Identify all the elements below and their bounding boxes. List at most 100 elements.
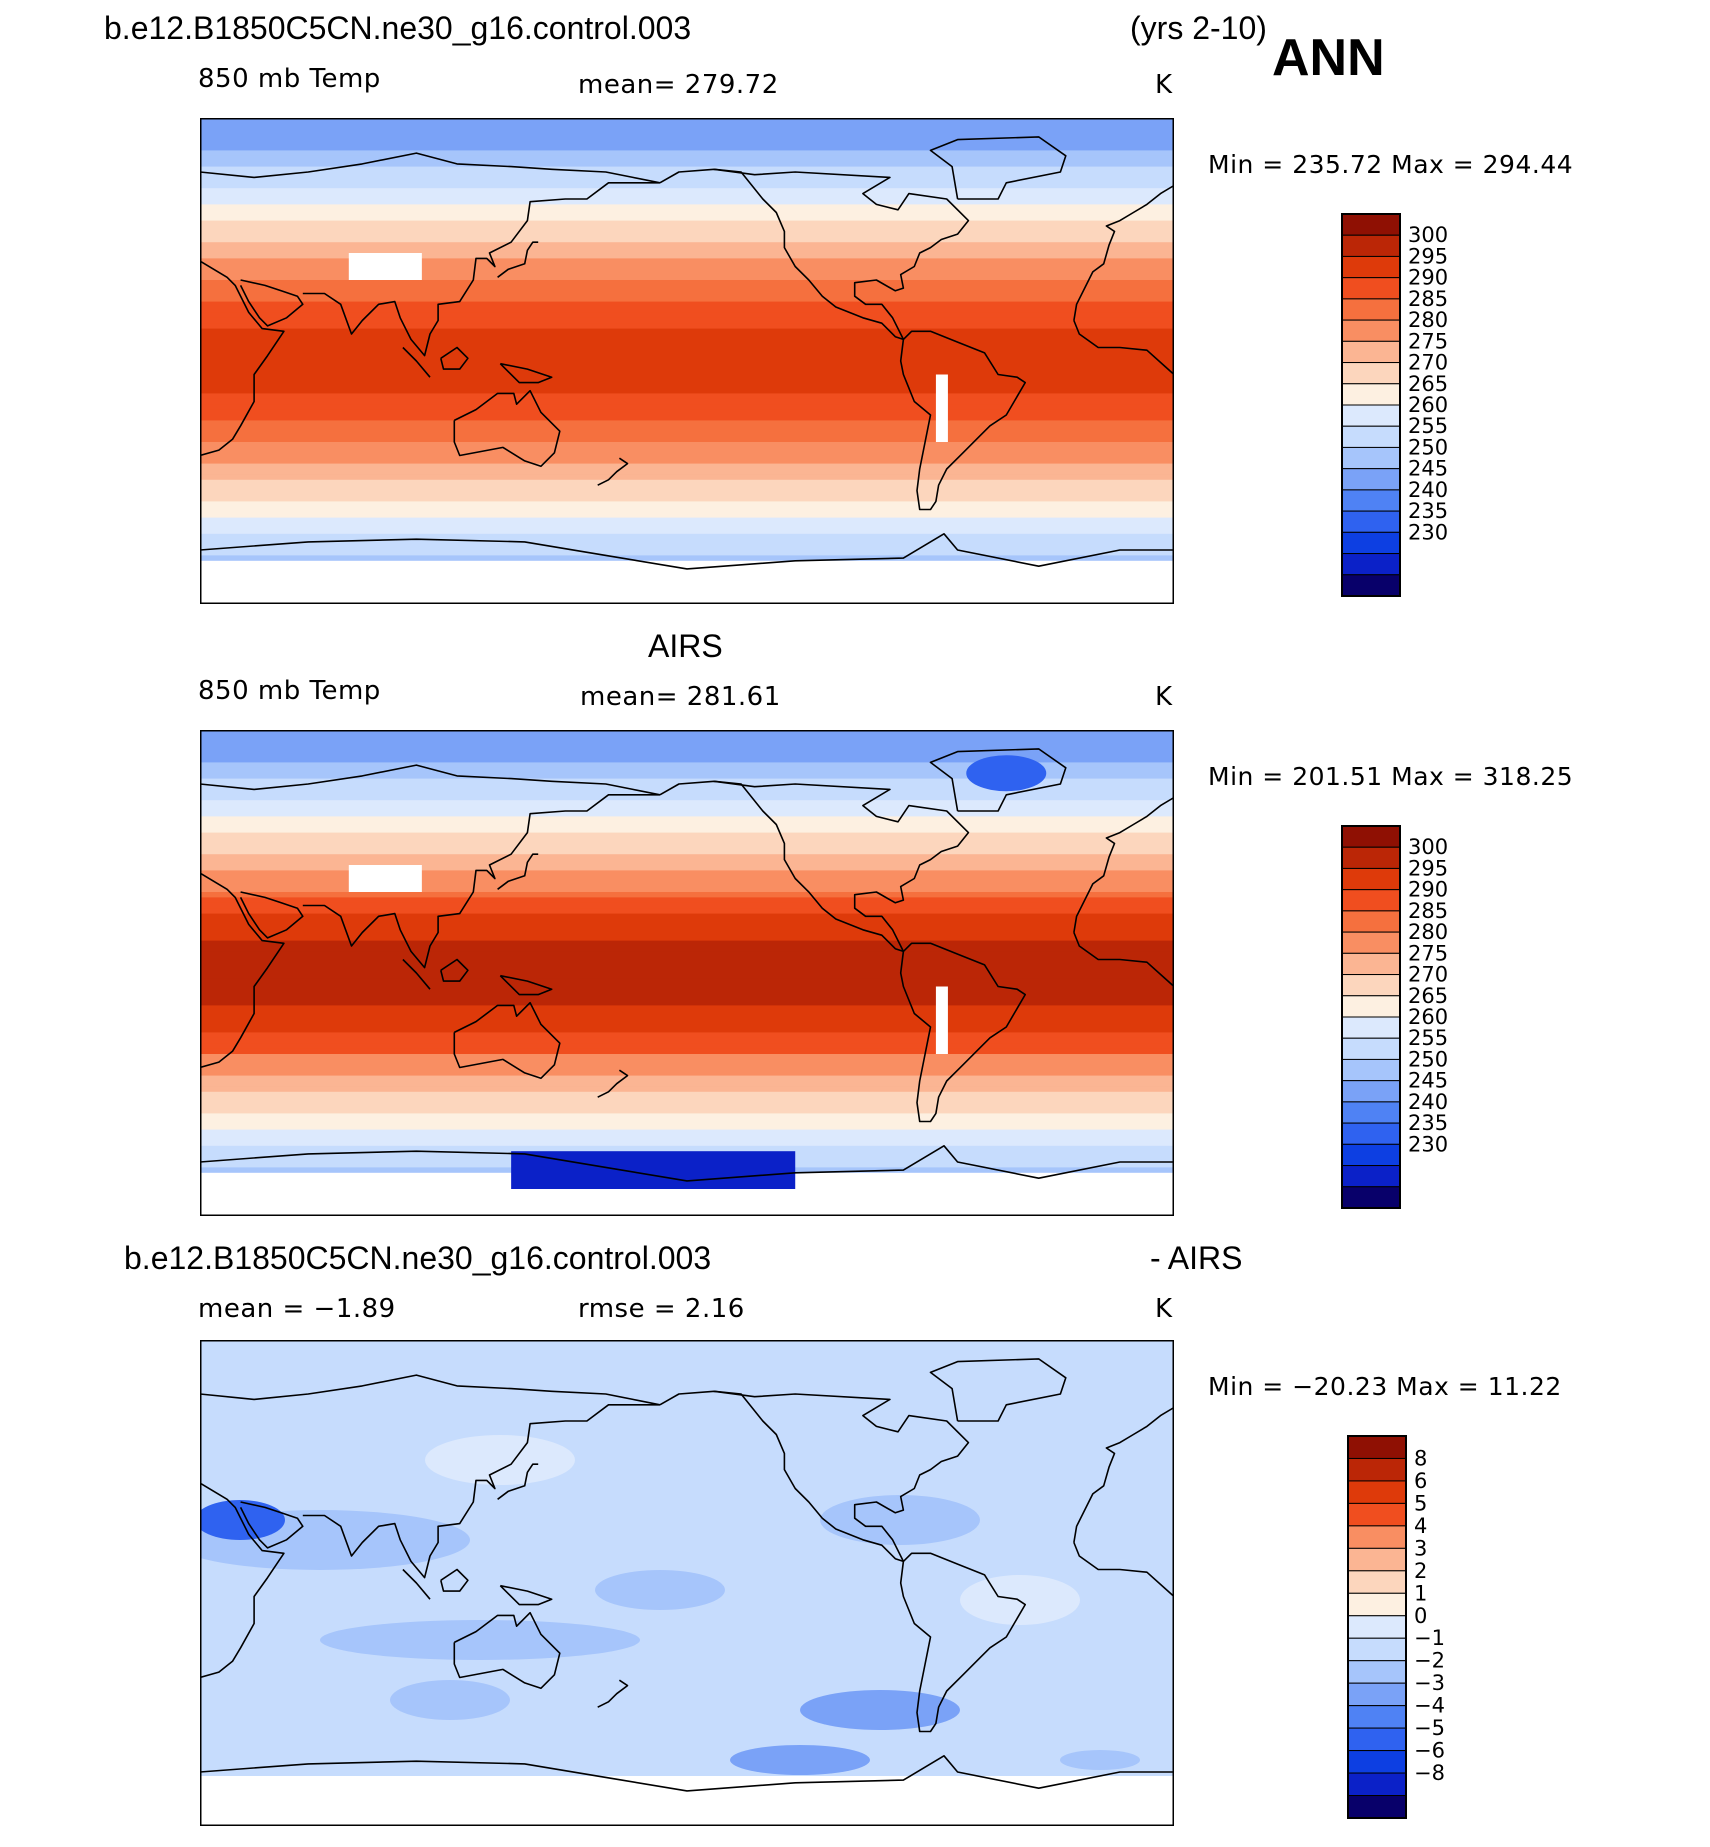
field-band [200,134,1174,141]
colorbar-box [1347,1547,1407,1572]
colorbar-box [1347,1615,1407,1639]
panel1-variable: 850 mb Temp [198,64,381,94]
field-band [200,962,1174,969]
colorbar-tick-label: 230 [1408,520,1448,544]
field-band [200,1140,1174,1147]
field-patch [425,1435,575,1485]
colorbar-tick-label: 290 [1408,878,1448,902]
field-band [200,366,1174,373]
coastline [1073,184,1174,321]
no-data-terrain [348,865,422,892]
field-band [200,236,1174,243]
colorbar-box [1341,234,1401,257]
colorbar-tick-label: 280 [1408,308,1448,332]
field-band [200,735,1174,742]
field-band [200,193,1174,200]
field-band [200,290,1174,297]
field-patch [960,1575,1080,1625]
colorbar-box [1347,1682,1407,1707]
colorbar-tick-label: 265 [1408,372,1448,396]
field-band [200,398,1174,405]
field-band [200,339,1174,346]
coastline [1073,1406,1174,1543]
coastline [200,1482,285,1679]
panel1-minmax: Min = 235.72 Max = 294.44 [1208,150,1574,179]
coastline [899,1552,1026,1733]
field-band [200,805,1174,812]
colorbar-box [1341,553,1401,576]
colorbar-tick-label: 295 [1408,244,1448,268]
field-band [200,350,1174,357]
coastline [200,764,661,796]
coastline [713,780,970,952]
colorbar-tick-label: 280 [1408,920,1448,944]
coastline [402,958,431,990]
field-band [200,253,1174,259]
colorbar-box [1341,531,1401,555]
field-band [200,989,1174,996]
field-band [200,199,1174,205]
colorbar-tick-label: 270 [1408,963,1448,987]
field-band [200,848,1174,855]
field-band [200,517,1174,524]
field-band [200,730,1174,736]
field-band [200,296,1174,303]
coastline [200,1145,1174,1182]
field-band [200,166,1174,173]
colorbar-box [1341,1080,1401,1103]
field-band [200,1091,1174,1098]
field-band [200,994,1174,1001]
coastline [499,1584,553,1606]
colorbar-tick-label: 285 [1408,899,1448,923]
field-band [200,946,1174,952]
field-band [200,533,1174,540]
panel3-title: b.e12.B1850C5CN.ne30_g16.control.003 [124,1240,712,1276]
colorbar-box [1341,974,1401,997]
colorbar-tick-label: 260 [1408,1005,1448,1029]
field-band [200,355,1174,362]
field-band [200,420,1174,427]
field-band [200,897,1174,904]
colorbar-tick-label: −6 [1414,1739,1445,1763]
field-band [200,919,1174,925]
field-band [200,118,1174,124]
field-band [200,544,1174,551]
colorbar-box [1341,1122,1401,1145]
colorbar-box [1347,1660,1407,1684]
coastline [499,974,553,996]
colorbar-box [1341,298,1401,321]
colorbar-box [1347,1570,1407,1594]
field-band [200,892,1174,898]
field-band [200,496,1174,502]
coastline [929,136,1067,200]
colorbar-tick-label: −1 [1414,1626,1445,1650]
coastline [713,1390,970,1562]
colorbar-tick-label: 235 [1408,1111,1448,1135]
coastline [239,891,304,939]
colorbar-tick-label: 265 [1408,984,1448,1008]
field-patch [595,1570,725,1610]
field-band [200,382,1174,389]
field-band [200,490,1174,497]
panel2-units: K [1155,682,1173,712]
colorbar-box [1347,1502,1407,1527]
field-band [200,983,1174,990]
field-band [200,485,1174,492]
no-data-terrain [348,253,422,280]
field-band [200,1108,1174,1114]
field-band [200,177,1174,184]
field-patch [511,1151,796,1189]
colorbar-box [1341,213,1401,236]
field-band [200,474,1174,481]
field-band [200,1027,1174,1033]
coastline [1073,796,1174,933]
colorbar-box [1341,825,1401,848]
coastline [200,1374,661,1406]
colorbar-box [1341,468,1401,491]
colorbar-box [1341,867,1401,891]
coastline [497,853,539,890]
coastline [497,241,539,278]
coastline [453,1611,561,1690]
field-band [200,1032,1174,1039]
field-band [200,1043,1174,1050]
